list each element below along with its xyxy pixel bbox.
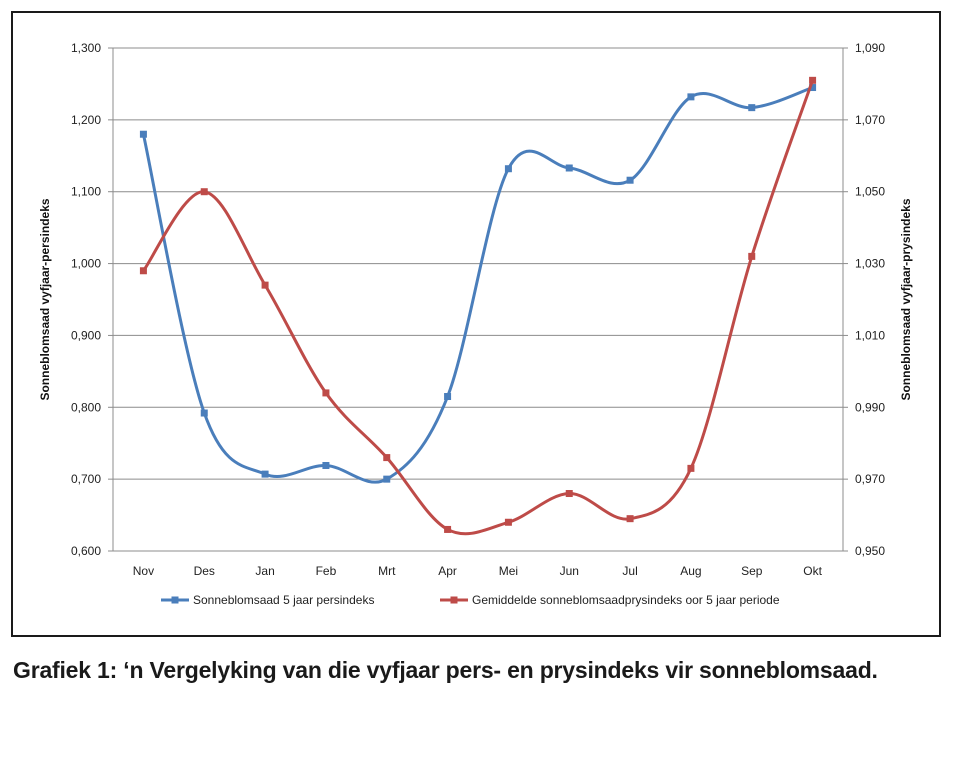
x-tick-label: Jan	[255, 564, 274, 578]
data-point-prysindeks	[565, 490, 573, 498]
y-right-tick-label: 1,090	[855, 41, 885, 55]
y-left-tick-label: 0,600	[71, 544, 101, 558]
y-right-axis-title: Sonneblomsaad vyfjaar-prysindeks	[899, 198, 913, 400]
legend-label-prysindeks: Gemiddelde sonneblomsaadprysindeks oor 5…	[472, 593, 780, 607]
y-right-tick-label: 0,970	[855, 472, 885, 486]
series-line-prysindeks	[142, 79, 815, 536]
data-point-prysindeks	[383, 454, 391, 462]
legend-marker-persindeks	[171, 596, 179, 604]
y-right-tick-label: 1,050	[855, 185, 885, 199]
y-right-tick-label: 1,070	[855, 113, 885, 127]
y-left-tick-label: 1,300	[71, 41, 101, 55]
x-tick-label: Apr	[438, 564, 457, 578]
data-point-prysindeks	[748, 252, 756, 260]
data-point-prysindeks	[504, 518, 512, 526]
x-tick-label: Jun	[560, 564, 579, 578]
data-point-persindeks	[383, 475, 391, 483]
chart-frame: 0,600 0,700 0,800 0,900 1,000 1,100 1,200 1,300…	[11, 11, 941, 637]
legend-label-persindeks: Sonneblomsaad 5 jaar persindeks	[193, 593, 374, 607]
data-point-persindeks	[444, 393, 452, 401]
data-point-prysindeks	[687, 464, 695, 472]
y-left-tick-label: 0,900	[71, 328, 101, 342]
line-chart: 0,600 0,700 0,800 0,900 1,000 1,100 1,200 1,300…	[38, 41, 913, 607]
x-tick-label: Mrt	[378, 564, 396, 578]
data-point-prysindeks	[444, 525, 452, 533]
y-left-axis-title: Sonneblomsaad vyfjaar-persindeks	[38, 198, 52, 400]
legend-marker-prysindeks	[450, 596, 458, 604]
y-right-tick-label: 0,990	[855, 400, 885, 414]
y-left-tick-label: 0,700	[71, 472, 101, 486]
data-point-persindeks	[139, 130, 147, 138]
data-point-persindeks	[565, 164, 573, 172]
y-left-tick-label: 0,800	[71, 400, 101, 414]
data-point-prysindeks	[809, 76, 817, 84]
data-point-persindeks	[809, 84, 817, 92]
data-point-persindeks	[322, 461, 330, 469]
data-point-prysindeks	[139, 267, 147, 275]
data-point-prysindeks	[322, 389, 330, 397]
x-tick-label: Nov	[133, 564, 154, 578]
data-point-persindeks	[626, 176, 634, 184]
x-tick-label: Jul	[622, 564, 637, 578]
x-tick-label: Okt	[803, 564, 822, 578]
data-point-persindeks	[504, 165, 512, 173]
series-line-persindeks	[141, 86, 814, 484]
x-tick-label: Des	[194, 564, 215, 578]
data-point-persindeks	[261, 470, 269, 478]
x-tick-label: Sep	[741, 564, 763, 578]
data-point-prysindeks	[626, 515, 634, 523]
data-point-persindeks	[748, 104, 756, 112]
x-tick-label: Mei	[499, 564, 518, 578]
y-right-tick-label: 1,010	[855, 328, 885, 342]
data-point-prysindeks	[261, 281, 269, 289]
x-tick-label: Aug	[680, 564, 701, 578]
y-left-tick-label: 1,200	[71, 113, 101, 127]
data-point-prysindeks	[200, 188, 208, 196]
y-right-tick-label: 0,950	[855, 544, 885, 558]
y-right-tick-label: 1,030	[855, 257, 885, 271]
data-point-persindeks	[200, 409, 208, 417]
y-left-tick-label: 1,000	[71, 257, 101, 271]
figure-caption: Grafiek 1: ‘n Vergelyking van die vyfjaa…	[13, 657, 878, 683]
data-point-persindeks	[687, 93, 695, 101]
x-tick-label: Feb	[316, 564, 337, 578]
y-left-tick-label: 1,100	[71, 185, 101, 199]
